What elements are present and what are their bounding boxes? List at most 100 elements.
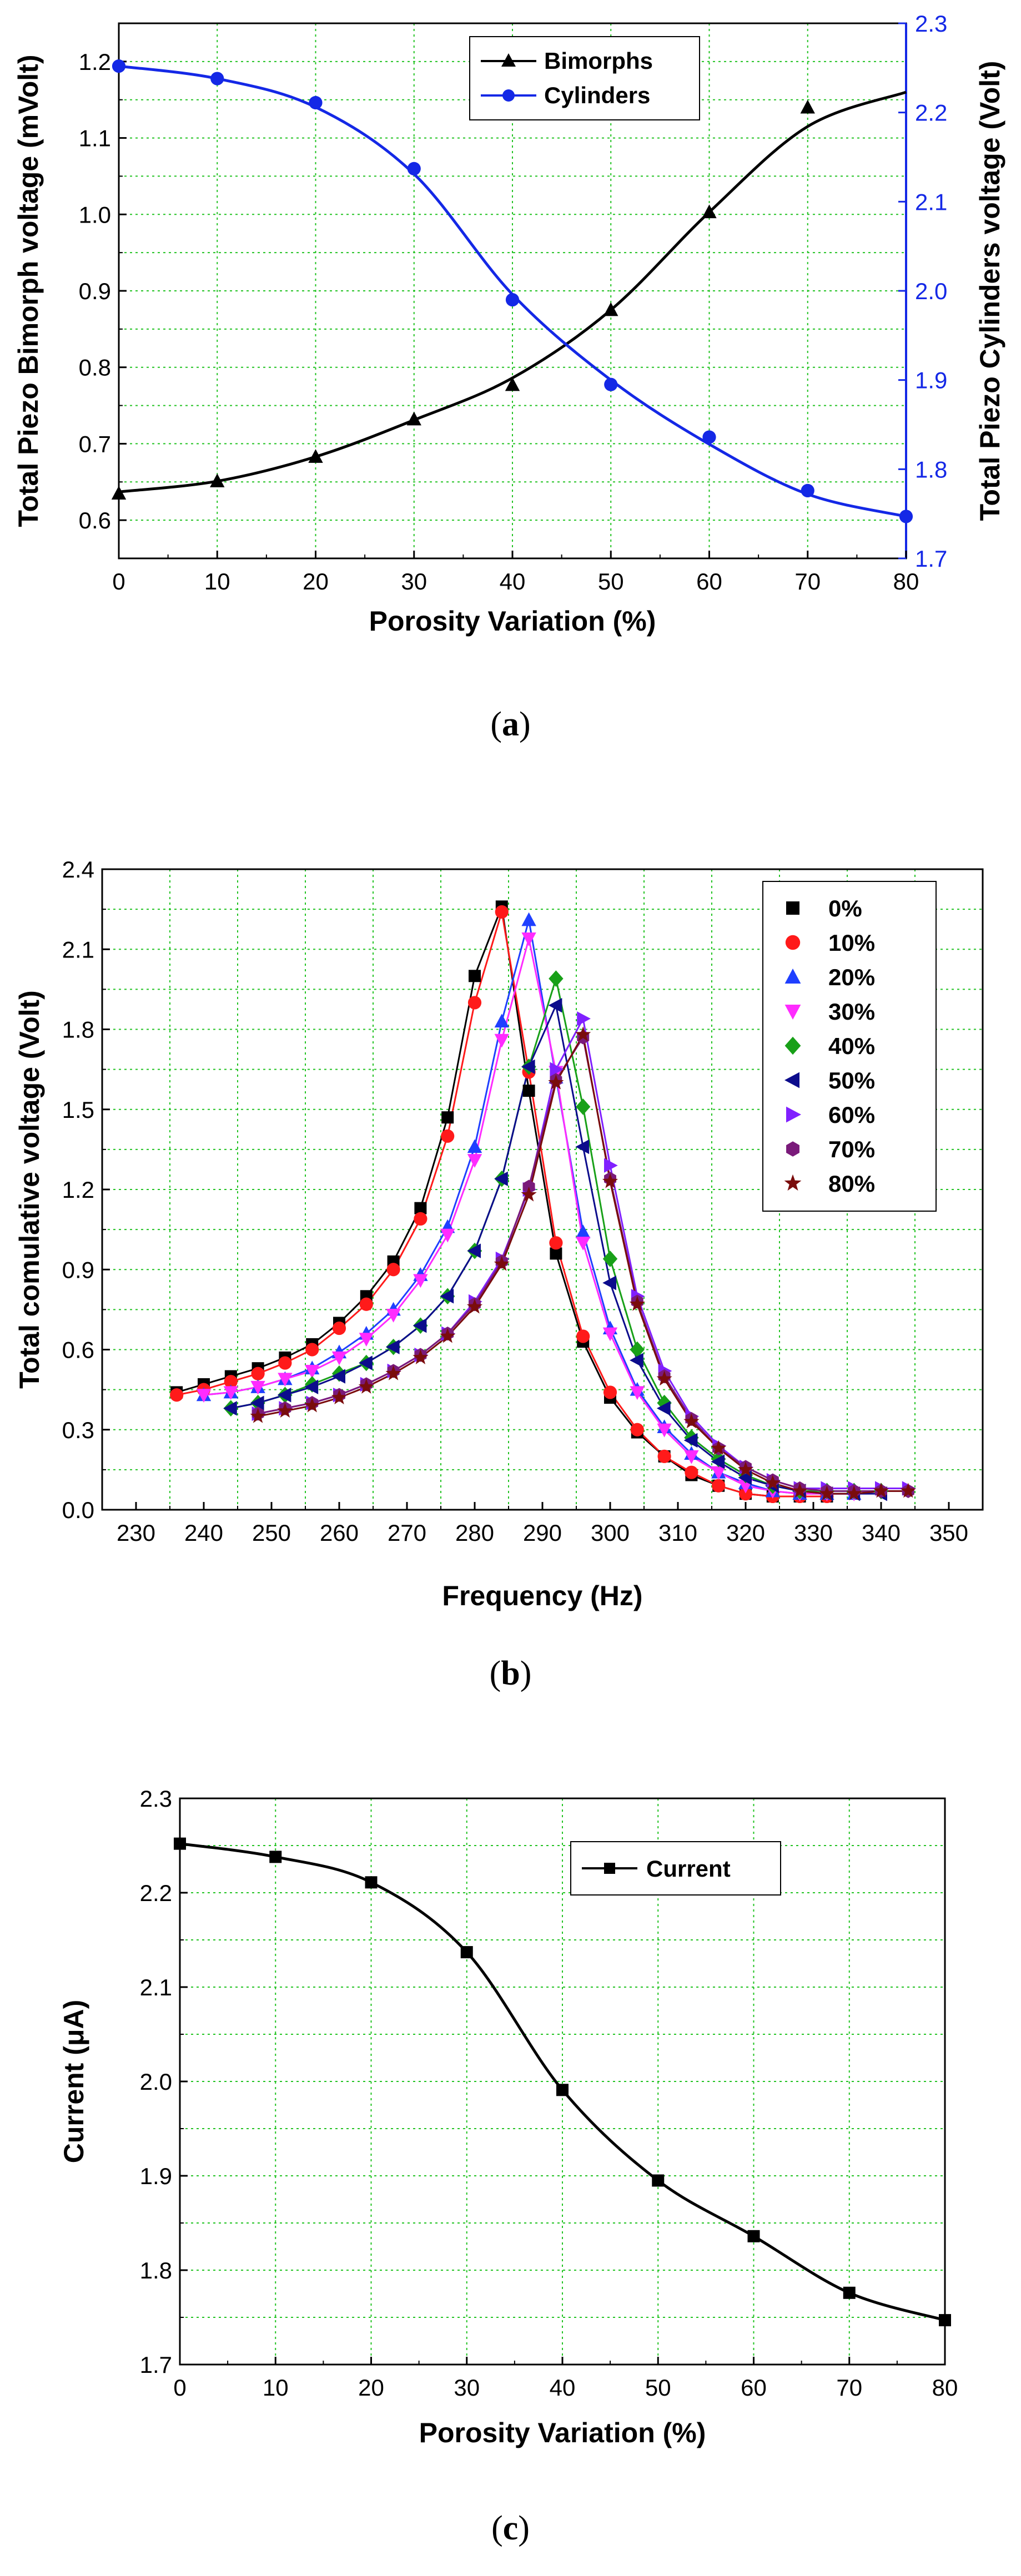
point-30pct-b xyxy=(576,1237,591,1251)
caption-b: (b) xyxy=(489,1655,532,1692)
point-10pct-b xyxy=(441,1129,455,1143)
point-10pct-b xyxy=(685,1465,698,1479)
point-50pct-b xyxy=(277,1388,291,1403)
point-80pct-b xyxy=(819,1485,835,1501)
point-80pct-b xyxy=(900,1483,916,1498)
series-line-10pct-b xyxy=(176,911,827,1498)
point-bimorphs-a xyxy=(702,204,717,219)
point-20pct-b xyxy=(467,1139,482,1153)
point-40pct-b xyxy=(549,970,564,987)
point-bimorphs-a xyxy=(406,411,421,426)
point-50pct-b xyxy=(250,1395,264,1410)
y-axis-title-c: Current (μA) xyxy=(58,2000,89,2163)
point-0pct-b xyxy=(550,1247,562,1260)
y-tick-label-a: 1.0 xyxy=(79,201,111,228)
point-50pct-b xyxy=(711,1454,725,1469)
y-tick-label-b: 0.0 xyxy=(62,1497,94,1523)
point-80pct-b xyxy=(765,1475,781,1490)
y2-tick-label-a: 1.8 xyxy=(915,456,947,482)
grid-a xyxy=(119,23,906,558)
ticks-c: 0 10 20 30 40 50 60 70 80 1.7 1.8 1.9 2.0 2.1 2.2 2.3 xyxy=(140,1786,958,2401)
point-50pct-b xyxy=(602,1276,616,1290)
x-tick-label-c: 50 xyxy=(645,2375,671,2401)
point-20pct-b xyxy=(521,912,536,926)
point-50pct-b xyxy=(630,1353,643,1368)
point-current-c xyxy=(174,1837,186,1850)
y-tick-label-b: 0.6 xyxy=(62,1337,94,1363)
point-current-c xyxy=(556,2084,569,2096)
point-bimorphs-a xyxy=(210,473,225,487)
point-50pct-b xyxy=(385,1339,400,1354)
point-50pct-b xyxy=(656,1401,671,1416)
caption-a: (a) xyxy=(490,705,531,743)
y-tick-label-b: 1.5 xyxy=(62,1097,94,1123)
point-cylinders-a xyxy=(407,162,421,175)
x-tick-label-b: 280 xyxy=(455,1520,494,1546)
point-30pct-b xyxy=(467,1154,482,1168)
y2-tick-label-a: 2.0 xyxy=(915,278,947,304)
point-80pct-b xyxy=(385,1365,401,1380)
point-cylinders-a xyxy=(899,510,913,523)
y-tick-label-b: 1.8 xyxy=(62,1017,94,1043)
legend-label-current-c: Current xyxy=(646,1856,731,1882)
point-80pct-b xyxy=(737,1461,754,1476)
series-line-bimorphs-a xyxy=(118,90,907,493)
x-tick-label-b: 240 xyxy=(184,1520,223,1546)
point-80pct-b xyxy=(413,1349,429,1364)
point-bimorphs-a xyxy=(800,99,815,114)
x-tick-label-b: 230 xyxy=(117,1520,155,1546)
point-30pct-b xyxy=(305,1364,320,1379)
legend-label-20pct-b: 20% xyxy=(828,964,875,990)
y2-tick-label-a: 2.3 xyxy=(915,11,947,37)
series-line-0pct-b xyxy=(176,903,827,1498)
y-tick-label-c: 1.9 xyxy=(140,2163,172,2189)
x-axis-title-b: Frequency (Hz) xyxy=(442,1580,642,1611)
x-tick-label-c: 40 xyxy=(550,2375,576,2401)
point-60pct-b xyxy=(577,1011,591,1026)
legend-marker-bimorphs-a xyxy=(501,53,516,67)
point-80pct-b xyxy=(331,1389,348,1405)
point-80pct-b xyxy=(629,1295,645,1311)
x-tick-label-a: 70 xyxy=(794,568,821,594)
legend-marker-80pct-b xyxy=(784,1174,802,1191)
x-tick-label-b: 330 xyxy=(794,1520,833,1546)
point-80pct-b xyxy=(494,1256,510,1271)
point-current-c xyxy=(747,2230,760,2242)
y-tick-label-c: 1.7 xyxy=(140,2352,172,2378)
y-axis-title-b: Total comulative voltage (Volt) xyxy=(14,990,45,1389)
y2-tick-label-a: 2.2 xyxy=(915,100,947,126)
point-10pct-b xyxy=(224,1375,238,1389)
point-80pct-b xyxy=(656,1370,672,1386)
legend-a: Bimorphs Cylinders xyxy=(469,36,700,120)
point-10pct-b xyxy=(576,1329,590,1343)
x-tick-label-b: 340 xyxy=(862,1520,901,1546)
point-80pct-b xyxy=(683,1413,700,1429)
point-cylinders-a xyxy=(112,59,126,73)
point-30pct-b xyxy=(196,1389,212,1403)
x-tick-label-b: 300 xyxy=(591,1520,630,1546)
chart-c: 0 10 20 30 40 50 60 70 80 1.7 1.8 1.9 2.0 2.1 2.2 2.3 P… xyxy=(58,1786,958,2448)
y-tick-label-a: 0.7 xyxy=(79,431,111,457)
point-bimorphs-a xyxy=(505,377,520,391)
legend-marker-0pct-b xyxy=(786,901,799,915)
point-30pct-b xyxy=(521,932,536,946)
point-0pct-b xyxy=(522,1085,535,1097)
y-tick-label-a: 0.6 xyxy=(79,507,111,533)
x-tick-label-c: 60 xyxy=(741,2375,767,2401)
y-tick-label-a: 0.8 xyxy=(79,355,111,381)
legend-marker-current-c xyxy=(604,1863,615,1874)
point-50pct-b xyxy=(683,1433,698,1448)
x-tick-label-a: 60 xyxy=(696,568,722,594)
point-50pct-b xyxy=(548,998,562,1013)
legend-label-40pct-b: 40% xyxy=(828,1033,875,1059)
point-80pct-b xyxy=(521,1186,537,1202)
point-10pct-b xyxy=(386,1263,400,1277)
x-axis-title-a: Porosity Variation (%) xyxy=(369,606,656,637)
markers-a xyxy=(111,59,913,523)
point-cylinders-a xyxy=(702,430,716,444)
y2-axis-title-a: Total Piezo Cylinders voltage (Volt) xyxy=(974,61,1005,521)
y2-tick-label-a: 1.7 xyxy=(915,546,947,572)
point-30pct-b xyxy=(223,1386,238,1400)
point-bimorphs-a xyxy=(111,486,127,500)
legend-marker-10pct-b xyxy=(785,935,801,950)
